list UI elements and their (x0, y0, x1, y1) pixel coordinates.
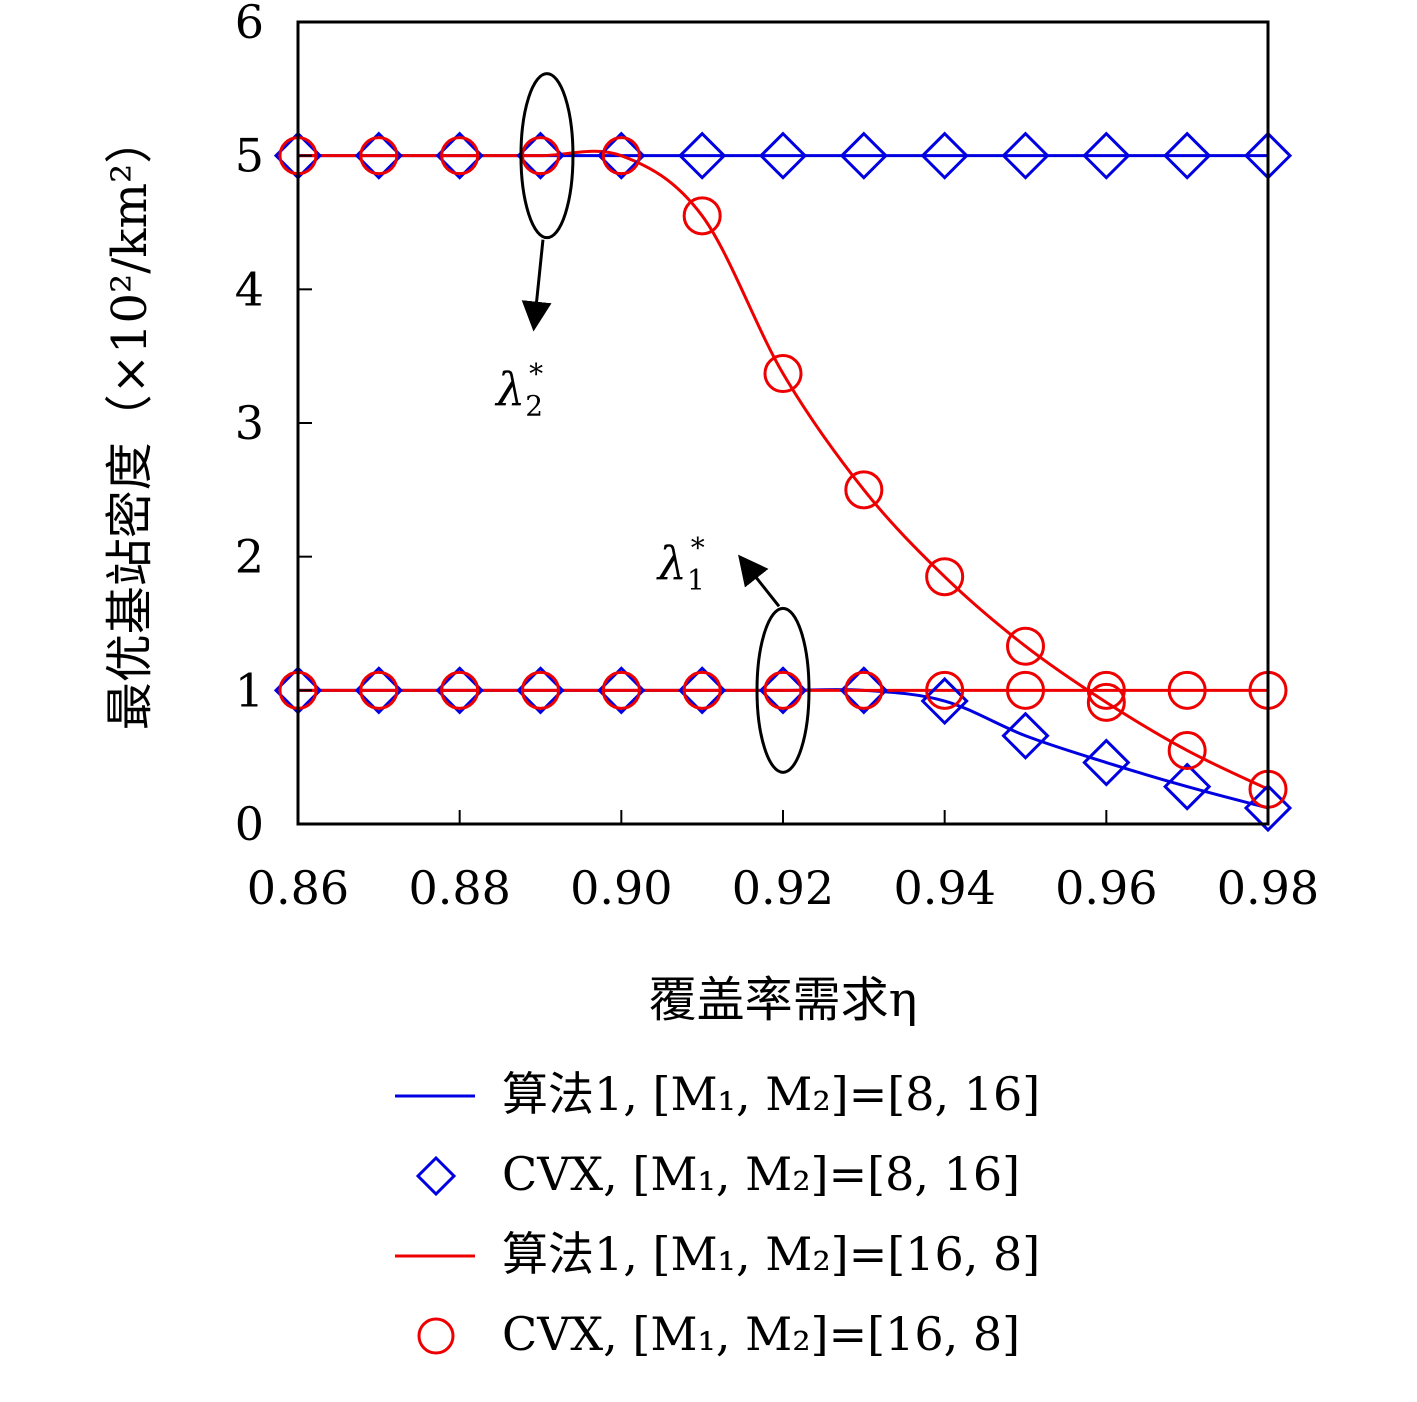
y-tick-label: 5 (235, 129, 264, 183)
legend-swatch-diamond (415, 1155, 457, 1197)
data-point-circle (359, 136, 399, 176)
data-point-diamond (435, 131, 484, 180)
data-point-circle (844, 470, 884, 510)
data-point-diamond (1082, 738, 1131, 787)
data-point-diamond (597, 666, 646, 715)
y-tick-label: 3 (235, 396, 264, 450)
axes: 0.86 0.88 0.90 0.92 0.94 0.96 0.98 0 1 2 3 4 5 6 覆盖率需求… (102, 0, 1319, 1028)
data-point-circle (1086, 682, 1126, 722)
x-tick-label: 0.90 (570, 861, 672, 915)
data-point-circle (682, 670, 722, 710)
legend-swatch-circle (417, 1317, 455, 1355)
data-point-circle (763, 354, 803, 394)
annotation-ellipse-lambda1 (755, 606, 811, 774)
data-point-circle (925, 670, 965, 710)
data-point-diamond (1001, 131, 1050, 180)
data-point-circle (682, 196, 722, 236)
data-point-diamond (516, 131, 565, 180)
data-point-circle (1167, 730, 1207, 770)
legend-label: 算法1, [M₁, M₂]=[16, 8] (502, 1227, 1040, 1281)
data-point-diamond (839, 131, 888, 180)
y-tick-label: 2 (235, 530, 264, 584)
legend-label: CVX, [M₁, M₂]=[16, 8] (502, 1307, 1020, 1361)
y-axis-label: 最优基站密度（×10²/km²） (102, 116, 158, 731)
x-axis-label: 覆盖率需求η (649, 972, 918, 1028)
data-point-diamond (1001, 711, 1050, 760)
x-tick-label: 0.96 (1055, 861, 1157, 915)
data-point-diamond (1082, 131, 1131, 180)
x-tick-label: 0.98 (1217, 861, 1319, 915)
annotation-arrow-lambda1 (738, 554, 781, 608)
data-point-diamond (597, 131, 646, 180)
data-point-diamond (920, 676, 969, 726)
data-point-diamond (678, 666, 727, 715)
data-point-circle (601, 670, 641, 710)
data-point-diamond (678, 131, 727, 180)
plot-frame (296, 20, 1270, 826)
data-point-diamond (920, 131, 969, 180)
data-point-diamond (354, 666, 403, 715)
data-point-circle (1006, 626, 1045, 666)
data-point-circle (359, 670, 399, 710)
data-point-diamond (839, 666, 888, 715)
data-point-diamond (435, 666, 484, 715)
data-point-diamond (354, 131, 403, 180)
x-tick-label: 0.86 (247, 861, 349, 915)
y-tick-label: 1 (235, 663, 264, 717)
data-point-diamond (516, 666, 565, 715)
data-point-circle (763, 670, 803, 710)
annotations: λ2* λ1* (494, 72, 811, 774)
data-point-circle (925, 557, 965, 597)
data-point-circle (1006, 670, 1045, 710)
data-point-circle (521, 136, 560, 176)
plot-area (273, 131, 1293, 833)
y-tick-label: 0 (235, 797, 264, 851)
legend-label: 算法1, [M₁, M₂]=[8, 16] (502, 1067, 1040, 1121)
y-tick-label: 6 (235, 0, 264, 49)
data-point-circle (440, 670, 480, 710)
data-point-diamond (758, 131, 808, 180)
data-point-circle (521, 670, 560, 710)
x-tick-label: 0.88 (408, 861, 510, 915)
data-point-diamond (1163, 762, 1212, 811)
x-tick-label: 0.94 (893, 861, 995, 915)
data-point-circle (844, 670, 884, 710)
data-point-diamond (1163, 131, 1212, 180)
annotation-ellipse-lambda2 (519, 72, 575, 240)
data-point-circle (440, 136, 480, 176)
data-point-diamond (758, 666, 808, 715)
annotation-label-lambda2: λ2* (494, 358, 543, 423)
x-tick-label: 0.92 (732, 861, 834, 915)
legend-label: CVX, [M₁, M₂]=[8, 16] (502, 1147, 1020, 1201)
data-point-circle (1086, 670, 1126, 710)
legend: 算法1, [M₁, M₂]=[8, 16] CVX, [M₁, M₂]=[8, 1… (395, 1067, 1040, 1361)
y-tick-label: 4 (235, 262, 264, 316)
data-point-circle (1167, 670, 1207, 710)
annotation-arrow-lambda2 (521, 239, 552, 332)
data-point-circle (601, 136, 641, 176)
annotation-label-lambda1: λ1* (656, 531, 705, 596)
